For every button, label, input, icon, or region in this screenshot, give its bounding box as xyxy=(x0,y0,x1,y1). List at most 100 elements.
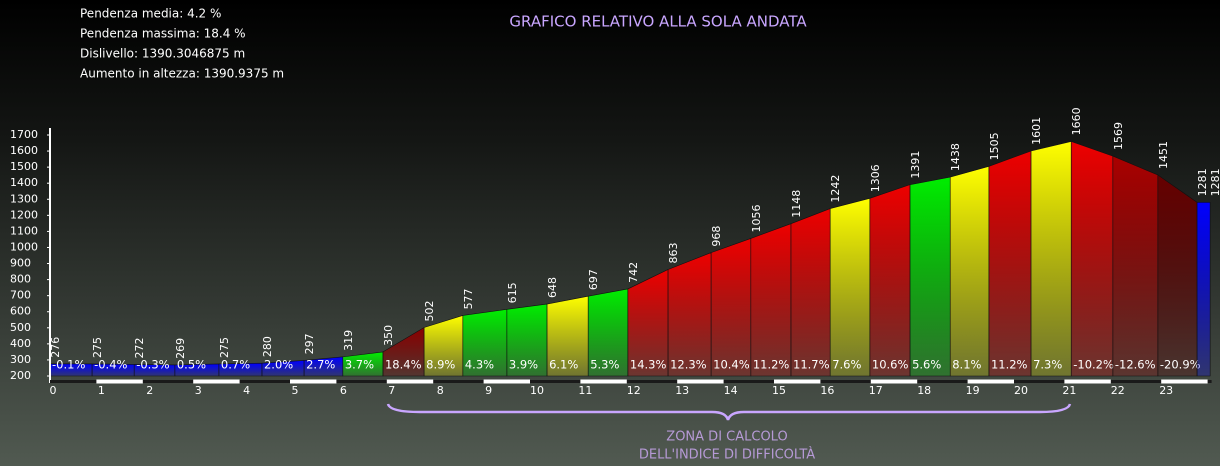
x-tick-label: 14 xyxy=(724,384,738,397)
segment xyxy=(1112,155,1159,377)
x-tick-label: 22 xyxy=(1111,384,1125,397)
stat: Pendenza massima: 18.4 % xyxy=(80,27,246,41)
x-tick-label: 19 xyxy=(966,384,980,397)
y-tick-label: 400 xyxy=(10,337,31,350)
x-tick-label: 23 xyxy=(1159,384,1173,397)
y-tick-label: 900 xyxy=(10,257,31,270)
elevation-label: 742 xyxy=(627,262,640,283)
gradient-label: 3.9% xyxy=(509,358,538,372)
gradient-label: 7.6% xyxy=(832,358,861,372)
gradient-label: 3.7% xyxy=(345,358,374,372)
x-tick-label: 2 xyxy=(146,384,153,397)
gradient-label: -0.1% xyxy=(52,358,85,372)
gradient-label: 7.3% xyxy=(1033,358,1062,372)
gradient-label: 8.9% xyxy=(426,358,455,372)
x-tick-label: 0 xyxy=(50,384,57,397)
brace xyxy=(386,403,1072,421)
x-tick-bar xyxy=(677,379,724,384)
x-tick-bar xyxy=(1064,379,1111,384)
x-tick-label: 21 xyxy=(1062,384,1076,397)
gradient-label: 0.5% xyxy=(177,358,206,372)
elevation-label: 350 xyxy=(382,325,395,346)
elevation-label: 1660 xyxy=(1070,107,1083,135)
y-tick-label: 800 xyxy=(10,273,31,286)
gradient-label: 11.7% xyxy=(793,358,830,372)
segment xyxy=(869,184,911,377)
x-tick-label: 17 xyxy=(869,384,883,397)
elevation-label: 1056 xyxy=(750,204,763,232)
x-tick-label: 18 xyxy=(917,384,931,397)
elevation-label: 1148 xyxy=(790,190,803,218)
gradient-label: 2.7% xyxy=(306,358,335,372)
elevation-label: 276 xyxy=(49,337,62,358)
gradient-label: -20.9% xyxy=(1160,358,1201,372)
gradient-label: 10.4% xyxy=(713,358,750,372)
x-tick-bar xyxy=(290,379,337,384)
x-tick-bar xyxy=(386,379,434,384)
x-tick-bar xyxy=(580,379,627,384)
x-tick-bar xyxy=(967,379,1014,384)
segment xyxy=(949,165,990,377)
y-tick-label: 1300 xyxy=(10,192,38,205)
y-tick-label: 1600 xyxy=(10,144,38,157)
gradient-label: 12.3% xyxy=(670,358,707,372)
chart-title: GRAFICO RELATIVO ALLA SOLA ANDATA xyxy=(509,13,807,31)
gradient-label: 0.7% xyxy=(221,358,250,372)
gradient-label: 11.2% xyxy=(753,358,790,372)
gradient-label: 10.6% xyxy=(872,358,909,372)
elevation-label: 1601 xyxy=(1030,117,1043,145)
gradient-label: 14.3% xyxy=(630,358,667,372)
x-tick-bar xyxy=(774,379,821,384)
stat: Dislivello: 1390.3046875 m xyxy=(80,47,245,61)
elevation-label: 275 xyxy=(218,337,231,358)
x-tick-bar xyxy=(193,379,240,384)
x-tick-label: 4 xyxy=(243,384,250,397)
elevation-label: 1438 xyxy=(949,143,962,171)
elevation-label: 1391 xyxy=(909,151,922,179)
y-tick-label: 1400 xyxy=(10,176,38,189)
x-tick-label: 11 xyxy=(578,384,592,397)
segment xyxy=(1157,174,1198,377)
elevation-label: 1281 xyxy=(1209,168,1220,196)
y-tick-label: 1500 xyxy=(10,160,38,173)
x-tick-label: 20 xyxy=(1014,384,1028,397)
x-tick-bar xyxy=(870,379,918,384)
y-tick-label: 300 xyxy=(10,353,31,366)
segment xyxy=(1070,141,1114,377)
y-tick-label: 600 xyxy=(10,305,31,318)
gradient-label: 18.4% xyxy=(385,358,422,372)
y-tick-label: 1000 xyxy=(10,240,38,253)
elevation-label: 319 xyxy=(342,330,355,351)
y-tick-label: 500 xyxy=(10,321,31,334)
elevation-label: 280 xyxy=(261,336,274,357)
y-tick-label: 1200 xyxy=(10,208,38,221)
stat: Pendenza media: 4.2 % xyxy=(80,7,221,21)
gradient-label: 5.3% xyxy=(590,358,619,372)
x-tick-label: 1 xyxy=(98,384,105,397)
elevation-label: 577 xyxy=(462,288,475,309)
segment xyxy=(710,238,752,377)
elevation-label: 1306 xyxy=(869,164,882,192)
gradient-label: -0.4% xyxy=(94,358,127,372)
annotation: DELL'INDICE DI DIFFICOLTÀ xyxy=(639,447,815,463)
x-tick-label: 3 xyxy=(195,384,202,397)
elevation-label: 502 xyxy=(423,300,436,321)
segment xyxy=(750,223,792,377)
elevation-label: 697 xyxy=(587,269,600,290)
x-tick-bar xyxy=(96,379,143,384)
segment xyxy=(909,176,951,377)
x-tick-label: 13 xyxy=(675,384,689,397)
segment xyxy=(988,150,1032,377)
elevation-label: 863 xyxy=(667,242,680,263)
gradient-label: 5.6% xyxy=(912,358,941,372)
y-tick-label: 1700 xyxy=(10,128,38,141)
stat: Aumento in altezza: 1390.9375 m xyxy=(80,67,284,81)
y-tick-label: 1100 xyxy=(10,224,38,237)
segment xyxy=(790,208,831,377)
gradient-label: 11.2% xyxy=(991,358,1028,372)
elevation-label: 968 xyxy=(710,226,723,247)
x-tick-bar xyxy=(1161,379,1208,384)
x-tick-label: 5 xyxy=(292,384,299,397)
